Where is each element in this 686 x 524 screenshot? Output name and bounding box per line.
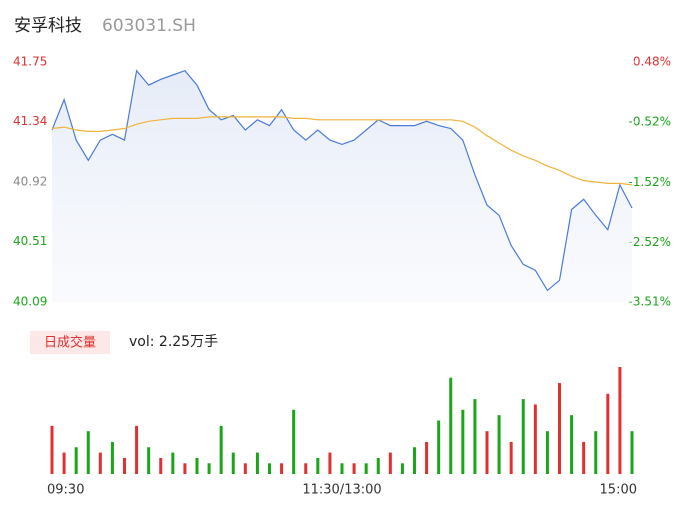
volume-bar	[231, 452, 235, 474]
volume-bar	[618, 367, 622, 474]
volume-bar	[135, 425, 139, 474]
x-tick-label: 09:30	[47, 483, 84, 498]
volume-bar	[437, 420, 441, 474]
volume-bar	[50, 425, 54, 474]
volume-bar	[219, 425, 223, 474]
volume-total: vol: 2.25万手	[129, 334, 218, 350]
volume-bar	[280, 463, 284, 474]
volume-bar	[62, 452, 66, 474]
volume-bar	[485, 431, 489, 474]
y2-tick-label: -2.52%	[629, 235, 671, 249]
volume-bar	[473, 399, 477, 474]
volume-bar	[195, 457, 199, 474]
volume-bar	[376, 457, 380, 474]
volume-bar	[413, 447, 416, 474]
volume-bar	[292, 409, 296, 474]
volume-bar	[425, 441, 429, 474]
y-tick-label: 40.92	[13, 175, 47, 189]
y-tick-label: 40.09	[13, 295, 47, 309]
volume-bar	[558, 383, 561, 474]
y-tick-label: 41.34	[13, 114, 47, 128]
volume-bar	[630, 431, 634, 474]
series-line	[51, 69, 633, 292]
y2-tick-label: 0.48%	[633, 55, 671, 69]
volume-bar	[449, 377, 453, 474]
volume-bar	[147, 447, 151, 474]
volume-bar	[364, 463, 368, 474]
volume-bar	[570, 415, 574, 474]
volume-bar	[521, 399, 525, 474]
price-area	[52, 70, 632, 302]
volume-bar	[123, 457, 126, 474]
y-tick-label: 40.51	[13, 234, 47, 248]
volume-bar	[316, 457, 320, 474]
volume-bar	[606, 393, 610, 474]
x-tick-label: 11:30/13:00	[302, 483, 381, 498]
volume-bar	[388, 452, 392, 474]
volume-bar	[594, 431, 598, 474]
volume-bar	[98, 452, 102, 474]
y-tick-label: 41.75	[13, 55, 47, 69]
volume-bar	[461, 409, 465, 474]
stock-name: 安孚科技	[14, 16, 82, 36]
stock-code: 603031.SH	[102, 16, 196, 36]
volume-bar	[86, 431, 90, 474]
volume-bar	[183, 463, 187, 474]
series-line	[51, 116, 633, 186]
y2-tick-label: -0.52%	[629, 115, 671, 129]
volume-bar	[400, 463, 404, 474]
volume-bar	[497, 415, 501, 474]
volume-bar	[545, 431, 549, 474]
volume-bar	[243, 463, 247, 474]
volume-bar	[110, 441, 114, 474]
volume-bar	[509, 441, 513, 474]
volume-bar	[74, 447, 78, 474]
volume-bar	[255, 452, 259, 474]
volume-label: 日成交量	[44, 335, 96, 351]
volume-bar	[533, 404, 537, 474]
volume-bar	[171, 452, 175, 474]
volume-bar	[304, 463, 308, 474]
volume-bar	[159, 457, 163, 474]
y2-tick-label: -1.52%	[629, 175, 671, 189]
volume-bar	[268, 463, 271, 474]
x-tick-label: 15:00	[600, 483, 637, 498]
volume-bar	[207, 463, 211, 474]
volume-bar	[352, 463, 356, 474]
y2-tick-label: -3.51%	[629, 295, 671, 309]
volume-bar	[328, 452, 332, 474]
volume-label-bg	[30, 331, 110, 354]
volume-bar	[340, 463, 344, 474]
volume-bar	[582, 441, 586, 474]
